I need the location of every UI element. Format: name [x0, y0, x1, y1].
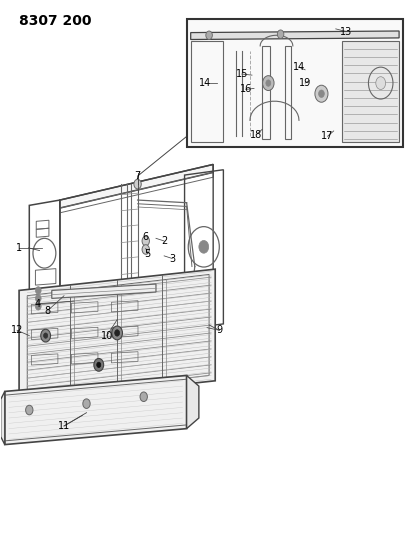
Circle shape	[83, 399, 90, 408]
Text: 14: 14	[198, 78, 211, 88]
Circle shape	[112, 326, 122, 340]
Polygon shape	[60, 165, 213, 208]
Text: 1: 1	[16, 243, 22, 253]
Text: 13: 13	[339, 27, 351, 37]
Text: 7: 7	[134, 171, 140, 181]
Circle shape	[43, 333, 47, 338]
Circle shape	[115, 330, 119, 336]
Text: 14: 14	[292, 62, 304, 72]
Circle shape	[97, 362, 101, 368]
Circle shape	[94, 359, 103, 371]
Text: 12: 12	[11, 325, 23, 335]
Circle shape	[140, 392, 147, 401]
Text: 8: 8	[45, 305, 51, 316]
Circle shape	[198, 240, 208, 253]
Bar	[186, 19, 402, 147]
Polygon shape	[5, 375, 186, 445]
Polygon shape	[341, 41, 398, 142]
Circle shape	[134, 179, 141, 189]
Circle shape	[35, 287, 41, 294]
Circle shape	[276, 30, 283, 38]
Text: 11: 11	[58, 421, 70, 431]
Circle shape	[35, 295, 41, 302]
Text: 19: 19	[298, 78, 310, 88]
Text: 10: 10	[101, 330, 113, 341]
Circle shape	[35, 303, 41, 310]
Circle shape	[205, 31, 212, 39]
Polygon shape	[1, 391, 5, 445]
Text: 18: 18	[249, 130, 262, 140]
Circle shape	[375, 77, 385, 90]
Polygon shape	[52, 284, 155, 298]
Text: 4: 4	[34, 298, 40, 309]
Polygon shape	[190, 31, 398, 39]
Polygon shape	[19, 269, 215, 402]
Circle shape	[25, 405, 33, 415]
Text: 5: 5	[144, 249, 151, 259]
Circle shape	[265, 80, 270, 86]
Circle shape	[318, 90, 324, 98]
Circle shape	[40, 329, 50, 342]
Circle shape	[142, 245, 149, 254]
Text: 8307 200: 8307 200	[19, 14, 91, 28]
Circle shape	[142, 236, 149, 246]
Text: 3: 3	[169, 254, 175, 263]
Text: 16: 16	[239, 84, 252, 94]
Polygon shape	[186, 375, 198, 429]
Text: 17: 17	[321, 131, 333, 141]
Circle shape	[314, 85, 327, 102]
Text: 2: 2	[161, 236, 167, 246]
Text: 9: 9	[216, 325, 222, 335]
Text: 15: 15	[235, 69, 247, 79]
Circle shape	[262, 76, 273, 91]
Text: 6: 6	[142, 232, 148, 243]
